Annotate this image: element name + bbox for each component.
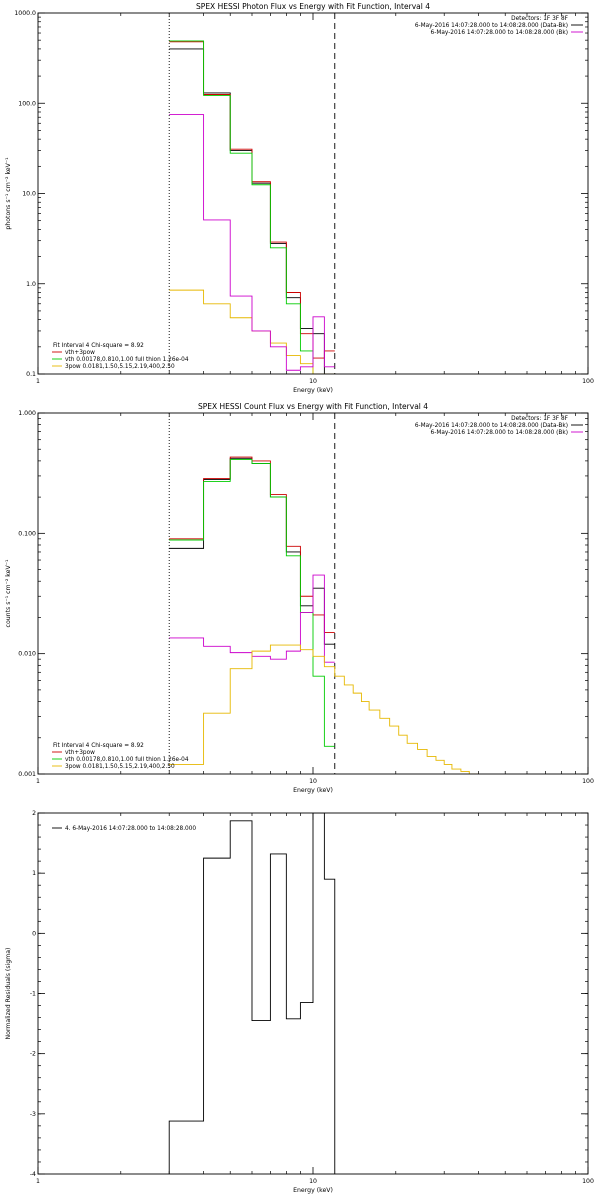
x-tick-label: 1 (36, 378, 40, 385)
x-tick-label: 1 (36, 778, 40, 785)
chart-panel-3: 1 10 100 -4 -3 -2 -1 0 1 2 Energy (keV) Normalized … (5, 810, 594, 1194)
y-tick-label: 0 (32, 930, 36, 937)
y-axis-label: Normalized Residuals (sigma) (5, 948, 12, 1040)
series-total (169, 41, 335, 359)
y-axis-label: counts s⁻¹ cm⁻² keV⁻¹ (5, 559, 12, 627)
series-data (169, 48, 335, 374)
x-tick-label: 10 (309, 378, 317, 385)
series-3pow (169, 644, 479, 774)
y-tick-label: 1000.0 (14, 10, 36, 17)
series-group (168, 813, 336, 1174)
y-tick-label: 100.0 (18, 100, 36, 107)
chart-panel-2: SPEX HESSI Count Flux vs Energy with Fit… (5, 402, 594, 794)
x-axis-label: Energy (keV) (293, 387, 333, 394)
legend-line: 4. 6-May-2016 14:07:28.000 to 14:08:28.0… (65, 826, 196, 832)
header-line: Detectors: 1F 3F 8F (511, 16, 568, 22)
y-tick-label: -1 (30, 991, 36, 998)
x-tick-label: 100 (582, 378, 594, 385)
header-line: 6-May-2016 14:07:28.000 to 14:08:28.000 … (415, 23, 568, 29)
y-tick-label: 10.0 (22, 191, 36, 198)
chart-panel-1: SPEX HESSI Photon Flux vs Energy with Fi… (5, 2, 594, 394)
y-tick-label: 1.0 (26, 281, 36, 288)
header-line: Detectors: 1F 3F 8F (511, 416, 568, 422)
y-tick-label: 0.1 (26, 371, 36, 378)
x-tick-label: 1 (36, 1178, 40, 1185)
series-background (169, 574, 335, 663)
x-axis-label: Energy (keV) (293, 787, 333, 794)
series-data (169, 457, 335, 645)
series-group (169, 40, 335, 374)
header-line: 6-May-2016 14:07:28.000 to 14:08:28.000 … (415, 423, 568, 429)
x-tick-label: 10 (309, 1178, 317, 1185)
plot-frame (37, 12, 589, 375)
plot-frame (37, 412, 589, 775)
x-tick-label: 10 (309, 778, 317, 785)
chart-title: SPEX HESSI Photon Flux vs Energy with Fi… (196, 2, 430, 11)
y-axis-label: photons s⁻¹ cm⁻² keV⁻¹ (5, 157, 12, 230)
x-axis-label: Energy (keV) (293, 1187, 333, 1194)
x-tick-label: 100 (582, 778, 594, 785)
legend-line: vth 0.00178,0.810,1.00 full thion 1.26e-… (65, 757, 189, 763)
series-background (169, 114, 335, 371)
series-group (169, 456, 479, 774)
legend-line: vth+3pow (65, 750, 95, 756)
y-tick-label: 0.100 (18, 530, 36, 537)
series-residuals (168, 813, 336, 1174)
legend-line: Fit Interval 4 Chi-square = 8.92 (53, 743, 144, 749)
y-tick-label: 0.010 (18, 651, 36, 658)
y-tick-label: 1 (32, 870, 36, 877)
y-tick-label: -4 (30, 1171, 36, 1178)
y-tick-label: 2 (32, 810, 36, 817)
header-line: 6-May-2016 14:07:28.000 to 14:08:28.000 … (431, 30, 568, 36)
legend-line: vth 0.00178,0.810,1.00 full thion 1.26e-… (65, 357, 189, 363)
legend-line: vth+3pow (65, 350, 95, 356)
y-tick-label: 1.000 (18, 410, 36, 417)
y-tick-label: 0.001 (18, 771, 36, 778)
legend-line: 3pow 0.0181,1.50,5.15,2.19,400,2.50 (65, 764, 175, 770)
chart-title: SPEX HESSI Count Flux vs Energy with Fit… (198, 402, 428, 411)
y-tick-label: -3 (30, 1111, 36, 1118)
plot-frame (37, 812, 589, 1175)
series-vth (169, 459, 335, 747)
legend-line: Fit Interval 4 Chi-square = 8.92 (53, 343, 144, 349)
series-total (169, 456, 335, 633)
header-line: 6-May-2016 14:07:28.000 to 14:08:28.000 … (431, 430, 568, 436)
y-tick-label: -2 (30, 1051, 36, 1058)
x-tick-label: 100 (582, 1178, 594, 1185)
legend-line: 3pow 0.0181,1.50,5.15,2.19,400,2.50 (65, 364, 175, 370)
